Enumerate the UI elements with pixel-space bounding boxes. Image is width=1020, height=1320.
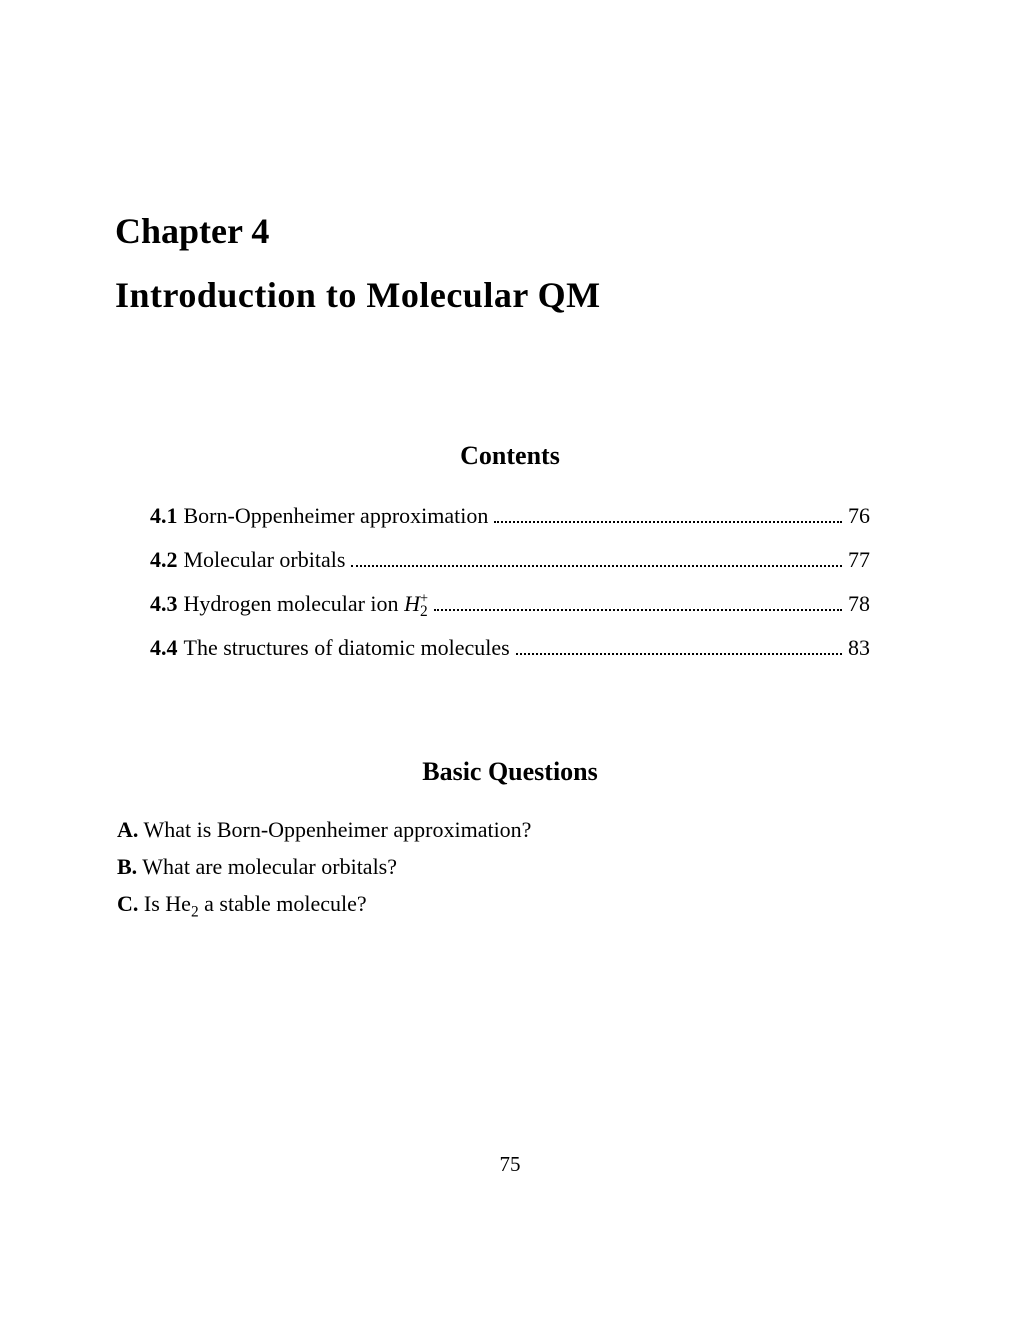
toc-entry: 4.4 The structures of diatomic molecules… [150, 635, 870, 661]
toc-entry-label: Hydrogen molecular ion H+2 [184, 591, 428, 617]
toc-entry: 4.2 Molecular orbitals 77 [150, 547, 870, 573]
question-text: What is Born-Oppenheimer approximation? [144, 817, 532, 842]
question-label: C. [117, 891, 138, 916]
toc-leader-dots [516, 653, 842, 655]
toc-leader-dots [494, 521, 842, 523]
chapter-title: Introduction to Molecular QM [115, 274, 905, 316]
questions-heading: Basic Questions [115, 757, 905, 787]
toc-entry-page: 78 [848, 591, 870, 617]
toc-entry-label: Born-Oppenheimer approximation [184, 503, 489, 529]
toc-leader-dots [351, 565, 842, 567]
question-item: B. What are molecular orbitals? [117, 854, 905, 880]
toc-entry: 4.1 Born-Oppenheimer approximation 76 [150, 503, 870, 529]
toc-entry-page: 83 [848, 635, 870, 661]
toc-leader-dots [434, 609, 842, 611]
toc-entry-number: 4.3 [150, 591, 178, 617]
question-text: What are molecular orbitals? [142, 854, 397, 879]
toc-entry-number: 4.4 [150, 635, 178, 661]
question-item: A. What is Born-Oppenheimer approximatio… [117, 817, 905, 843]
toc-entry-number: 4.1 [150, 503, 178, 529]
toc-entry-label: Molecular orbitals [184, 547, 346, 573]
question-item: C. Is He2 a stable molecule? [117, 891, 905, 917]
table-of-contents: 4.1 Born-Oppenheimer approximation 76 4.… [150, 503, 870, 661]
question-label: A. [117, 817, 138, 842]
toc-entry-label: The structures of diatomic molecules [184, 635, 510, 661]
toc-entry: 4.3 Hydrogen molecular ion H+2 78 [150, 591, 870, 617]
toc-entry-number: 4.2 [150, 547, 178, 573]
question-label: B. [117, 854, 137, 879]
page-body: Chapter 4 Introduction to Molecular QM C… [0, 0, 1020, 917]
toc-entry-page: 77 [848, 547, 870, 573]
toc-entry-page: 76 [848, 503, 870, 529]
question-text: Is He2 a stable molecule? [144, 891, 367, 916]
contents-heading: Contents [115, 441, 905, 471]
chapter-number: Chapter 4 [115, 210, 905, 252]
page-number: 75 [0, 1152, 1020, 1177]
